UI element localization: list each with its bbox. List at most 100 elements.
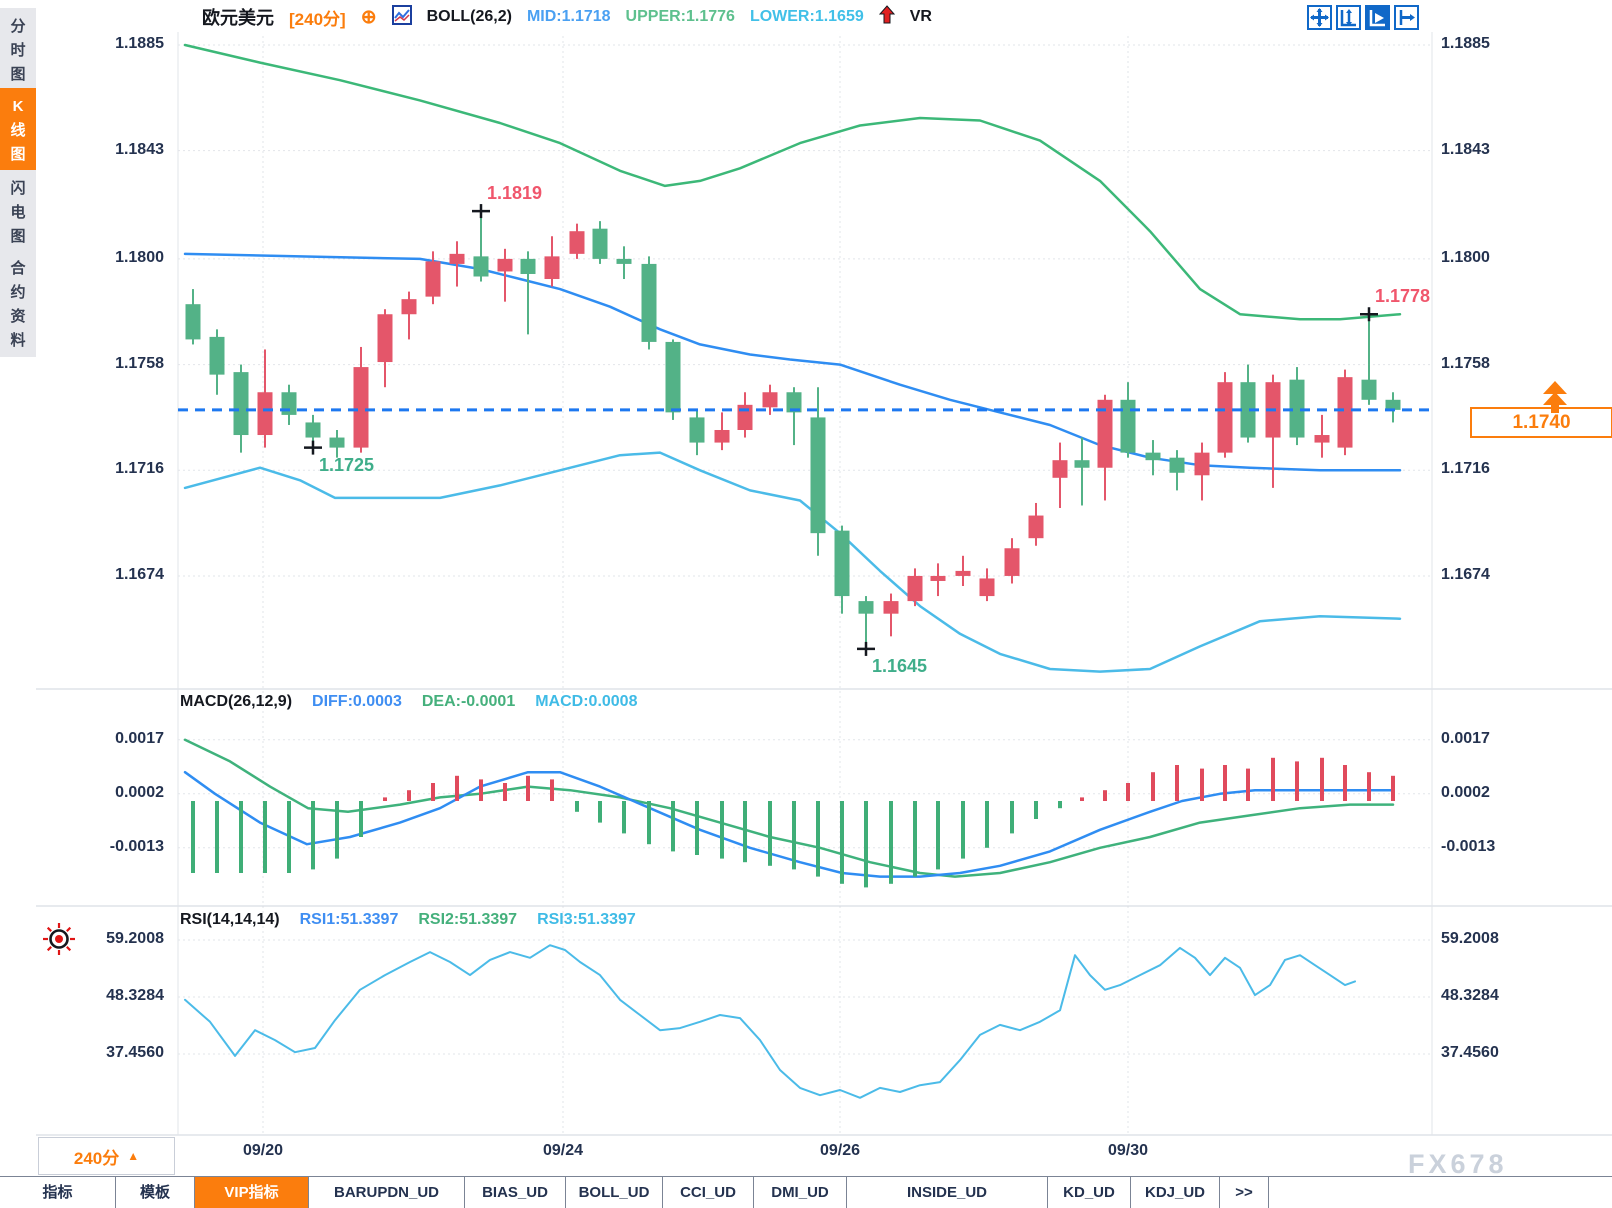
symbol-title: 欧元美元	[202, 8, 274, 28]
candles-layer	[185, 211, 1401, 649]
candle	[425, 261, 441, 297]
macd-histogram-bar	[647, 801, 651, 845]
price-marker-icon	[1541, 379, 1569, 420]
macd-axis-label-left: -0.0013	[109, 837, 164, 855]
auto-scale-icon[interactable]	[1365, 5, 1390, 30]
tab-BOLL_UD[interactable]: BOLL_UD	[566, 1177, 663, 1208]
shift-right-icon[interactable]	[1394, 5, 1419, 30]
candle	[353, 367, 369, 448]
candle	[281, 392, 297, 415]
tab-INSIDE_UD[interactable]: INSIDE_UD	[847, 1177, 1048, 1208]
macd-histogram-bar	[239, 801, 243, 873]
candle	[209, 336, 225, 375]
add-indicator-icon[interactable]: ⊕	[360, 6, 377, 28]
low-price-annotation: 1.1645	[872, 655, 928, 676]
candle	[1337, 377, 1353, 448]
rsi-header: RSI(14,14,14) RSI1:51.3397 RSI2:51.3397 …	[180, 911, 636, 929]
tab-指标[interactable]: 指标	[0, 1177, 116, 1208]
macd-histogram-bar	[1367, 772, 1371, 801]
price-axis-label-right: 1.1674	[1441, 565, 1490, 583]
sidebar-item-2[interactable]: 闪 电 图	[0, 170, 36, 251]
period-label: [240分]	[289, 9, 346, 29]
tab-模板[interactable]: 模板	[116, 1177, 195, 1208]
rsi-axis-label-left: 48.3284	[106, 987, 164, 1004]
price-axis-label-right: 1.1758	[1441, 354, 1490, 372]
rsi-pane	[184, 944, 1356, 1099]
macd-histogram-bar	[287, 801, 291, 873]
macd-histogram-bar	[1126, 783, 1130, 801]
tab-BIAS_UD[interactable]: BIAS_UD	[465, 1177, 566, 1208]
macd-title: MACD(26,12,9)	[180, 693, 293, 710]
macd-histogram-bar	[215, 801, 219, 873]
macd-histogram-bar	[864, 801, 868, 888]
macd-histogram-bar	[335, 801, 339, 859]
candle	[377, 314, 393, 363]
macd-histogram-bar	[479, 779, 483, 801]
candle	[979, 578, 995, 597]
macd-histogram-bar	[1175, 765, 1179, 801]
candle	[762, 392, 778, 408]
macd-histogram-bar	[359, 801, 363, 837]
candle	[401, 299, 417, 315]
current-price-tag: 1.1740	[1470, 406, 1612, 438]
macd-histogram-bar	[598, 801, 602, 823]
rsi-axis-label-right: 37.4560	[1441, 1044, 1499, 1061]
fit-vertical-axis-icon[interactable]	[1336, 5, 1361, 30]
macd-axis-label-left: 0.0002	[115, 783, 164, 801]
candle	[569, 231, 585, 254]
candle	[1361, 379, 1377, 400]
price-axis-label-right: 1.1716	[1441, 460, 1490, 478]
tab-DMI_UD[interactable]: DMI_UD	[754, 1177, 847, 1208]
gridlines	[36, 32, 1612, 1136]
candle	[907, 575, 923, 602]
indicator-chart-icon	[391, 4, 412, 30]
candle	[520, 258, 536, 274]
price-axis-label-left: 1.1843	[115, 140, 164, 158]
vr-indicator-label: VR	[909, 8, 932, 25]
macd-histogram-bar	[1295, 761, 1299, 801]
candle	[1385, 399, 1401, 410]
tab-KDJ_UD[interactable]: KDJ_UD	[1131, 1177, 1220, 1208]
date-axis-label: 09/30	[1107, 1142, 1149, 1159]
chart-header: 欧元美元 [240分] ⊕ BOLL(26,2) MID:1.1718 UPPE…	[202, 3, 932, 31]
tab-KD_UD[interactable]: KD_UD	[1048, 1177, 1131, 1208]
candle	[329, 437, 345, 448]
tab-VIP指标[interactable]: VIP指标	[195, 1177, 309, 1208]
macd-histogram-bar	[1034, 801, 1038, 819]
macd-histogram-bar	[840, 801, 844, 884]
macd-dea-value: DEA:-0.0001	[421, 693, 516, 710]
macd-histogram-bar	[1223, 765, 1227, 801]
sidebar-item-3[interactable]: 合 约 资 料	[0, 250, 36, 357]
chart-toolbar	[1307, 5, 1419, 30]
macd-histogram-bar	[455, 775, 459, 801]
macd-histogram-bar	[743, 801, 747, 863]
candle	[1240, 382, 1256, 438]
period-selector-label: 240分	[73, 1148, 120, 1168]
macd-pane	[183, 738, 1395, 888]
candle	[1074, 460, 1090, 468]
candle	[1169, 457, 1185, 473]
macd-histogram-bar	[431, 783, 435, 801]
macd-histogram-bar	[526, 775, 530, 801]
macd-histogram-bar	[768, 801, 772, 866]
rsi3-value: RSI3:51.3397	[537, 911, 636, 928]
tab->>[interactable]: >>	[1220, 1177, 1269, 1208]
macd-histogram-bar	[503, 783, 507, 801]
pan-icon[interactable]	[1307, 5, 1332, 30]
boll-lower-value: LOWER:1.1659	[749, 8, 864, 25]
macd-histogram-bar	[1151, 772, 1155, 801]
watermark: FX678	[1408, 1149, 1508, 1179]
candle	[305, 422, 321, 438]
macd-histogram-bar	[792, 801, 796, 870]
macd-histogram-bar	[263, 801, 267, 873]
tab-CCI_UD[interactable]: CCI_UD	[663, 1177, 754, 1208]
candle	[1004, 548, 1020, 576]
sidebar-item-0[interactable]: 分 时 图	[0, 8, 36, 89]
sidebar-item-1[interactable]: K 线 图	[0, 88, 36, 171]
boll-upper-value: UPPER:1.1776	[625, 8, 735, 25]
tab-BARUPDN_UD[interactable]: BARUPDN_UD	[309, 1177, 465, 1208]
period-selector[interactable]: 240分 ▲	[38, 1137, 175, 1175]
macd-histogram-bar	[816, 801, 820, 877]
